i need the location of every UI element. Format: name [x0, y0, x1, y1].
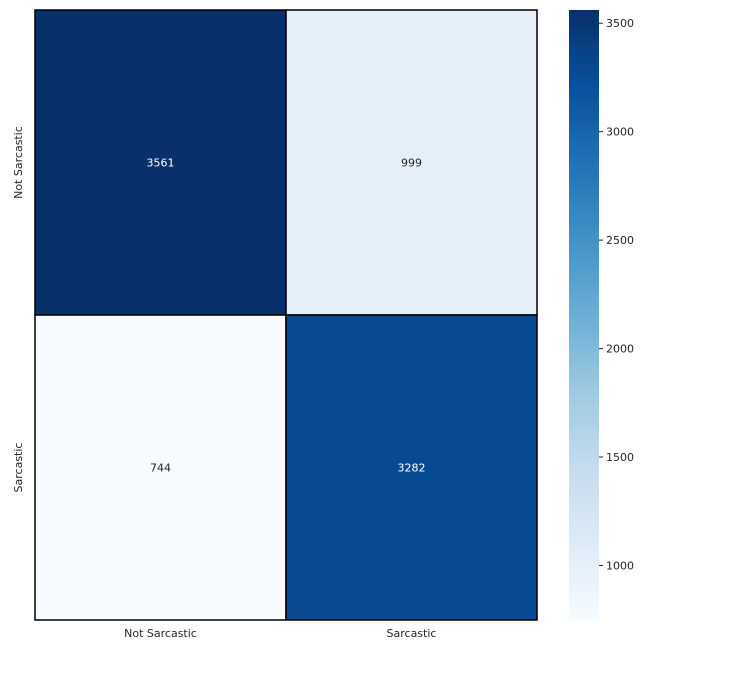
heatmap-cell-r1-c0: [34, 314, 287, 621]
x-tick-label-1: Sarcastic: [387, 627, 437, 640]
colorbar-tick-label-0: 1000: [606, 559, 634, 572]
heatmap-cell-r0-c1: [285, 9, 538, 316]
x-tick-label-0: Not Sarcastic: [124, 627, 197, 640]
cell-annotation-r1-c0: 744: [150, 462, 171, 475]
y-tick-label-0: Not Sarcastic: [12, 126, 25, 199]
cell-annotation-r1-c1: 3282: [398, 462, 426, 475]
y-tick-label-1: Sarcastic: [12, 443, 25, 493]
colorbar: [569, 10, 599, 621]
heatmap-cell-r0-c0: [34, 9, 287, 316]
cell-annotation-r0-c0: 3561: [147, 157, 175, 170]
cell-annotation-r0-c1: 999: [401, 157, 422, 170]
colorbar-tick-label-5: 3500: [606, 17, 634, 30]
heatmap-cell-r1-c1: [285, 314, 538, 621]
colorbar-tick-label-3: 2500: [606, 234, 634, 247]
colorbar-tick-label-2: 2000: [606, 343, 634, 356]
colorbar-tick-label-4: 3000: [606, 126, 634, 139]
colorbar-tick-label-1: 1500: [606, 451, 634, 464]
